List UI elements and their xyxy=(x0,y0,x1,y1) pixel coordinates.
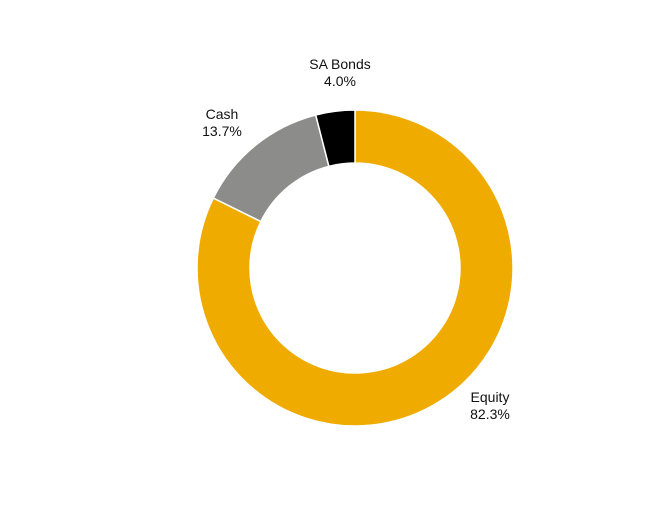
label-cash-name: Cash xyxy=(206,106,239,122)
label-equity-value: 82.3% xyxy=(470,406,510,422)
slice-equity xyxy=(196,109,514,427)
label-sa-bonds-name: SA Bonds xyxy=(309,56,371,72)
donut-slices xyxy=(196,109,514,427)
slice-sa-bonds xyxy=(314,109,356,168)
label-cash-value: 13.7% xyxy=(202,123,242,139)
label-equity-name: Equity xyxy=(471,389,510,405)
label-sa-bonds-value: 4.0% xyxy=(324,73,356,89)
